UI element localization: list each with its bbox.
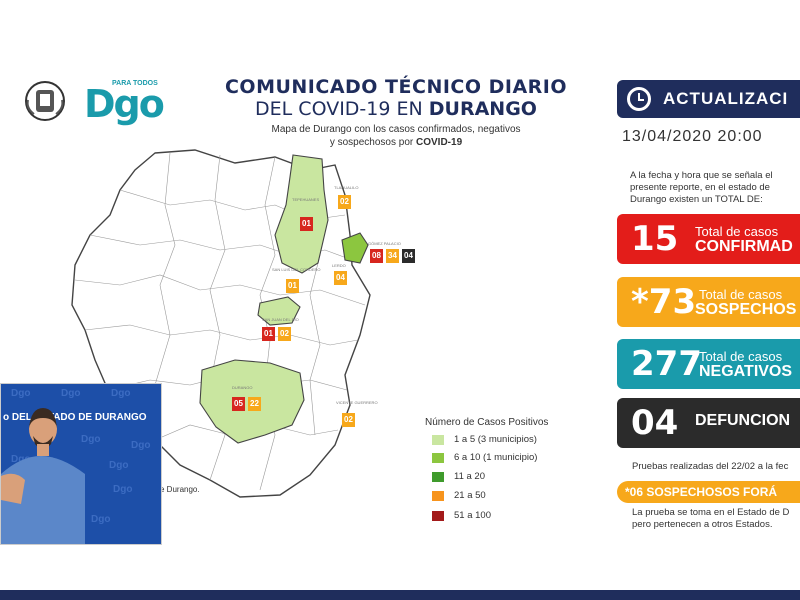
- badge-durango-confirmed: 05: [232, 397, 245, 411]
- update-label: ACTUALIZACI: [663, 89, 789, 108]
- stat-suspected: *73 Total de casos SOSPECHOS: [617, 277, 800, 327]
- badge-gomez-palacio-confirmed: 08: [370, 249, 383, 263]
- state-seal-icon: [24, 80, 66, 122]
- video-watermark: Dgo: [81, 434, 101, 445]
- report-intro: A la fecha y hora que se señala el prese…: [630, 170, 773, 205]
- video-watermark: Dgo: [113, 484, 133, 495]
- municipality-label-durango: DURANGO: [232, 385, 253, 390]
- badge-san-juan-del-rio-suspected: 02: [278, 327, 291, 341]
- legend-label: 21 a 50: [454, 490, 486, 501]
- stat-negative-value: 277: [631, 344, 702, 384]
- video-watermark: Dgo: [61, 388, 81, 399]
- foreign-note-line1: La prueba se toma en el Estado de D: [632, 507, 790, 518]
- video-watermark: Dgo: [91, 514, 111, 525]
- legend-swatch: [432, 491, 444, 501]
- stat-confirmed-title: CONFIRMAD: [695, 238, 793, 255]
- dgo-logo: PARA TODOS Dgo: [84, 80, 165, 130]
- stat-suspected-value: *73: [631, 282, 697, 322]
- video-watermark: Dgo: [111, 388, 131, 399]
- badge-tlahualilo-suspected: 02: [338, 195, 351, 209]
- legend-label: 1 a 5 (3 municipios): [454, 434, 537, 445]
- video-watermark: Dgo: [109, 460, 129, 471]
- video-watermark: Dgo: [11, 454, 31, 465]
- municipality-label-san-juan-del-rio: SAN JUAN DEL RÍO: [262, 317, 299, 322]
- legend-label: 51 a 100: [454, 510, 491, 521]
- stat-deaths: 04 DEFUNCION: [617, 398, 800, 448]
- update-banner: ACTUALIZACI: [617, 80, 800, 118]
- badge-san-juan-del-rio-confirmed: 01: [262, 327, 275, 341]
- stat-confirmed-value: 15: [631, 219, 679, 259]
- foreign-note: La prueba se toma en el Estado de D pero…: [632, 507, 789, 531]
- stat-suspected-label: Total de casos: [699, 287, 783, 302]
- badge-vicente-guerrero-suspected: 02: [342, 413, 355, 427]
- video-overlay: Dgo Dgo Dgo o DEL ESTADO DE DURANGO Dgo …: [0, 383, 162, 545]
- badge-gomez-palacio-suspected: 34: [386, 249, 399, 263]
- municipality-label-tlahualilo: TLAHUALILO: [334, 185, 359, 190]
- interpreter-figure: [1, 408, 85, 544]
- clock-icon: [627, 87, 651, 111]
- badge-gomez-palacio-deaths: 04: [402, 249, 415, 263]
- subtitle-line1: Mapa de Durango con los casos confirmado…: [271, 124, 521, 135]
- page-title: COMUNICADO TÉCNICO DIARIO: [224, 76, 568, 98]
- subtitle-line2: y sospechosos por COVID-19: [206, 136, 586, 149]
- stat-suspected-title: SOSPECHOS: [695, 301, 797, 318]
- update-datetime: 13/04/2020 20:00: [622, 128, 763, 145]
- legend-label: 6 a 10 (1 municipio): [454, 452, 538, 463]
- foreign-note-line2: pero pertenecen a otros Estados.: [632, 519, 773, 530]
- tests-note: Pruebas realizadas del 22/02 a la fec: [632, 461, 789, 472]
- badge-tepehuanes-confirmed: 01: [300, 217, 313, 231]
- stat-negative: 277 Total de casos NEGATIVOS: [617, 339, 800, 389]
- title-state: DURANGO: [428, 98, 537, 120]
- page-title-line2: DEL COVID-19 EN DURANGO: [206, 98, 586, 120]
- title-prefix: DEL COVID-19 EN: [255, 98, 429, 120]
- video-banner-title: o DEL ESTADO DE DURANGO: [3, 412, 147, 423]
- dgo-logo-text: Dgo: [84, 82, 165, 126]
- stat-negative-label: Total de casos: [699, 349, 783, 364]
- badge-san-luis-del-cordero-suspected: 01: [286, 279, 299, 293]
- municipality-label-tepehuanes: TEPEHUANES: [292, 197, 320, 202]
- map-footer: e Durango.: [160, 485, 200, 494]
- video-watermark: Dgo: [131, 440, 151, 451]
- legend-swatch: [432, 453, 444, 463]
- badge-lerdo-suspected: 04: [334, 271, 347, 285]
- foreign-suspected-label: *06 SOSPECHOSOS FORÁ: [625, 485, 778, 499]
- subtitle-prefix: y sospechosos por: [329, 137, 417, 148]
- municipality-label-lerdo: LERDO: [332, 263, 346, 268]
- map-subtitle: Mapa de Durango con los casos confirmado…: [206, 123, 586, 149]
- dgo-logo-tagline: PARA TODOS: [112, 80, 158, 87]
- video-watermark: Dgo: [11, 388, 31, 399]
- legend-swatch: [432, 511, 444, 521]
- legend-swatch: [432, 435, 444, 445]
- subtitle-covid: COVID-19: [416, 137, 463, 148]
- municipality-label-san-luis-del-cordero: SAN LUIS DEL CORDERO: [272, 267, 321, 272]
- stat-negative-title: NEGATIVOS: [699, 363, 793, 380]
- municipality-label-gomez-palacio: GÓMEZ PALACIO: [368, 241, 401, 246]
- stat-confirmed-label: Total de casos: [695, 224, 779, 239]
- bottom-bar: [0, 590, 800, 600]
- badge-durango-suspected: 22: [248, 397, 261, 411]
- foreign-suspected-banner: *06 SOSPECHOSOS FORÁ: [617, 481, 800, 503]
- stat-confirmed: 15 Total de casos CONFIRMAD: [617, 214, 800, 264]
- stat-deaths-value: 04: [631, 403, 679, 443]
- legend-label: 11 a 20: [454, 471, 485, 482]
- legend-title: Número de Casos Positivos: [425, 417, 549, 428]
- stat-deaths-title: DEFUNCION: [695, 412, 791, 429]
- municipality-label-vicente-guerrero: VICENTE GUERRERO: [336, 400, 378, 405]
- legend-swatch: [432, 472, 444, 482]
